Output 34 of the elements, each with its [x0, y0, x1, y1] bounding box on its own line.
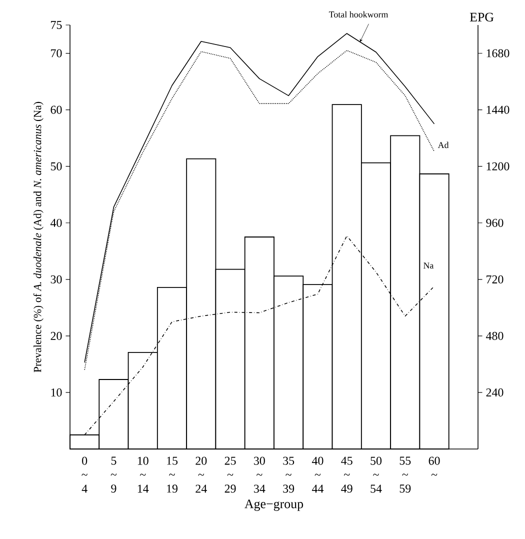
x-tick-label: 55 ~ 59 — [400, 456, 411, 493]
x-tick-label: 20 ~ 24 — [196, 456, 207, 493]
x-tick-label: 40 ~ 44 — [312, 456, 324, 493]
series-label: Na — [424, 262, 434, 269]
x-tick-label: 35 ~ 39 — [283, 456, 294, 493]
y2-tick-label: 1440 — [486, 106, 510, 114]
y2-tick-label: 480 — [486, 332, 504, 340]
y-tick-label: 40 — [50, 218, 62, 227]
y-tick-label: 60 — [50, 106, 62, 114]
x-tick-label: 50 ~ 54 — [370, 456, 382, 493]
x-tick-label: 45 ~ 49 — [341, 456, 352, 493]
y-axis-title: Prevalence (%) of A. duodenale (Ad) and N. americanus (Na) — [33, 102, 44, 372]
x-axis-title: Age−group — [244, 500, 304, 511]
x-tick-label: 25 ~ 29 — [224, 456, 236, 493]
y2-tick-label: 1200 — [486, 162, 510, 170]
series-label: Ad — [438, 142, 449, 148]
y-tick-label: 10 — [51, 388, 62, 396]
y2-tick-label: 1680 — [486, 49, 510, 58]
y-tick-label: 30 — [50, 275, 62, 284]
text: Total hookworm — [328, 11, 388, 18]
y-tick-label: 20 — [50, 332, 62, 340]
y2-tick-label: 720 — [486, 275, 504, 284]
y-tick-label: 75 — [51, 21, 62, 29]
y2-tick-label: 960 — [486, 218, 504, 227]
y2-axis-title: EPG — [470, 12, 494, 22]
x-tick-label: 5 ~ 9 — [110, 456, 117, 493]
x-tick-label: 30 ~ 34 — [254, 456, 266, 493]
y2-tick-label: 240 — [486, 388, 504, 396]
x-tick-label: 15 ~ 19 — [167, 456, 178, 493]
x-tick-label: 0 ~ 4 — [82, 456, 88, 493]
y-tick-label: 70 — [51, 49, 62, 58]
x-tick-label: 60 ~ — [428, 456, 440, 476]
x-tick-label: 10 ~ 14 — [138, 456, 149, 493]
y-tick-label: 50 — [50, 162, 62, 170]
